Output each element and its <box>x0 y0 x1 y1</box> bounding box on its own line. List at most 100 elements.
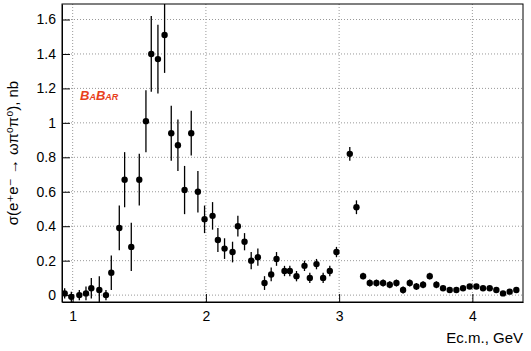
y-tick-label: 1 <box>48 115 56 131</box>
x-axis-title: Ec.m., GeV <box>446 329 523 346</box>
y-tick: 0.4 <box>37 218 70 234</box>
y-tick-label: 1.4 <box>37 46 57 62</box>
x-tick: 2 <box>202 294 210 324</box>
data-point <box>307 275 313 281</box>
plot-frame <box>62 4 523 302</box>
y-tick-mark <box>62 157 70 158</box>
grid <box>62 4 523 302</box>
data-point <box>268 271 274 277</box>
data-point <box>255 254 261 260</box>
data-point <box>155 56 161 62</box>
data-point <box>235 223 241 229</box>
y-tick-label: 1.6 <box>37 11 57 27</box>
x-tick-label: 1 <box>69 308 77 324</box>
data-point <box>103 292 109 298</box>
y-tick-label: 0.8 <box>37 149 57 165</box>
data-point <box>121 176 127 182</box>
data-point <box>108 270 114 276</box>
data-point <box>136 176 142 182</box>
grid-line <box>339 4 340 302</box>
data-point <box>273 256 279 262</box>
data-point <box>148 51 154 57</box>
data-point <box>353 204 359 210</box>
y-tick-mark <box>62 123 70 124</box>
data-point <box>440 285 446 291</box>
data-point <box>83 290 89 296</box>
data-point <box>400 287 406 293</box>
error-bar <box>164 4 165 73</box>
x-axis: 1 2 3 4 <box>63 294 524 324</box>
y-tick-label: 0 <box>48 287 56 303</box>
data-point <box>128 244 134 250</box>
y-tick: 0 <box>48 287 70 303</box>
y-tick: 1.2 <box>37 80 70 96</box>
data-point <box>447 287 453 293</box>
data-point <box>433 282 439 288</box>
x-tick: 4 <box>469 294 477 324</box>
grid-line <box>205 4 206 302</box>
data-point <box>261 280 267 286</box>
data-point <box>360 273 366 279</box>
y-tick: 1 <box>48 115 70 131</box>
chart: 123400.20.40.60.811.21.41.6Ec.m., GeVσ(e… <box>0 0 531 351</box>
data-point <box>327 268 333 274</box>
data-point <box>453 287 459 293</box>
y-tick-mark <box>62 192 70 193</box>
annotation: BaBar <box>80 88 119 103</box>
data-point <box>413 283 419 289</box>
data-point <box>241 239 247 245</box>
x-tick: 3 <box>336 294 344 324</box>
data-point <box>513 287 519 293</box>
x-tick-mark <box>206 294 207 302</box>
y-tick-label: 0.4 <box>37 218 57 234</box>
y-axis: 00.20.40.60.811.21.41.6 <box>37 5 70 304</box>
data-point <box>467 283 473 289</box>
data-point <box>229 249 235 255</box>
y-tick: 0.6 <box>37 184 70 200</box>
y-tick-mark <box>62 226 70 227</box>
data-point <box>161 32 167 38</box>
grid-line <box>62 122 523 123</box>
data-point <box>367 280 373 286</box>
data-point <box>62 290 68 296</box>
x-tick-label: 3 <box>336 308 344 324</box>
data-point <box>427 273 433 279</box>
data-point <box>333 249 339 255</box>
grid-line <box>62 157 523 158</box>
data-point <box>116 225 122 231</box>
grid-line <box>62 19 523 20</box>
data-point <box>221 245 227 251</box>
y-tick-label: 1.2 <box>37 80 57 96</box>
data-point <box>500 290 506 296</box>
grid-line <box>62 53 523 54</box>
grid-line <box>62 88 523 89</box>
data-point <box>393 280 399 286</box>
data-point <box>195 189 201 195</box>
grid-line <box>62 191 523 192</box>
grid-line <box>72 4 73 302</box>
y-axis-title: σ(e⁺e⁻ → ωπ⁰π⁰), nb <box>4 81 21 225</box>
data-point <box>188 130 194 136</box>
data-point <box>473 283 479 289</box>
grid-line <box>62 295 523 296</box>
data-point <box>347 151 353 157</box>
data-point <box>380 280 386 286</box>
data-point <box>168 130 174 136</box>
data-point <box>313 261 319 267</box>
data-point <box>209 213 215 219</box>
y-tick-mark <box>62 88 70 89</box>
y-tick: 0.8 <box>37 149 70 165</box>
data-point <box>293 273 299 279</box>
grid-line <box>472 4 473 302</box>
data-point <box>248 257 254 263</box>
data-point <box>493 287 499 293</box>
data-point <box>201 216 207 222</box>
data-point <box>143 118 149 124</box>
data-point <box>96 287 102 293</box>
y-tick: 1.6 <box>37 11 70 27</box>
data-point <box>287 268 293 274</box>
y-tick: 1.4 <box>37 46 70 62</box>
data-point <box>506 288 512 294</box>
data-point <box>301 263 307 269</box>
y-tick-mark <box>62 261 70 262</box>
